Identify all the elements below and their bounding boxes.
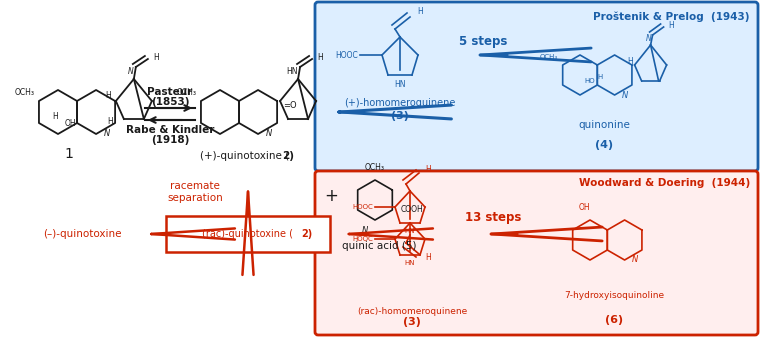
Text: N: N (266, 130, 272, 138)
Text: HO: HO (584, 78, 595, 84)
Text: quinic acid (5): quinic acid (5) (342, 241, 416, 251)
Text: (+)-homomeroquinene: (+)-homomeroquinene (344, 98, 456, 108)
Text: Woodward & Doering  (1944): Woodward & Doering (1944) (579, 178, 750, 188)
Text: HN: HN (405, 228, 415, 234)
Text: H: H (627, 57, 633, 67)
FancyBboxPatch shape (315, 171, 758, 335)
Text: N: N (128, 67, 134, 76)
Text: (3): (3) (403, 317, 421, 327)
Text: Proštenik & Prelog  (1943): Proštenik & Prelog (1943) (594, 12, 750, 22)
Text: HN: HN (286, 67, 298, 76)
Text: 2): 2) (282, 151, 294, 161)
Text: 2): 2) (301, 229, 313, 239)
Text: N: N (621, 90, 628, 100)
Text: N: N (631, 255, 638, 265)
Text: 13 steps: 13 steps (465, 211, 521, 224)
Text: H: H (597, 74, 603, 80)
Text: (4): (4) (595, 140, 613, 150)
Text: (1853): (1853) (151, 97, 189, 107)
Text: H: H (52, 112, 57, 121)
Text: COOH: COOH (401, 205, 424, 215)
Text: OCH₃: OCH₃ (15, 88, 35, 97)
Text: N: N (362, 226, 368, 235)
Text: Rabe & Kindler: Rabe & Kindler (125, 125, 214, 135)
Text: H: H (417, 6, 423, 16)
Text: H: H (669, 20, 675, 30)
Text: (rac)-quinotoxine (: (rac)-quinotoxine ( (203, 229, 294, 239)
FancyBboxPatch shape (166, 216, 330, 252)
Text: 7-hydroxyisoquinoline: 7-hydroxyisoquinoline (564, 291, 664, 301)
Text: Pasteur: Pasteur (148, 87, 193, 97)
Text: OH: OH (64, 119, 76, 128)
Text: H: H (425, 253, 431, 261)
Text: (6): (6) (605, 315, 623, 325)
FancyBboxPatch shape (315, 2, 758, 171)
Text: +: + (324, 187, 338, 205)
Text: 1: 1 (64, 147, 73, 161)
Text: OCH₃: OCH₃ (177, 88, 197, 97)
Text: 5 steps: 5 steps (459, 35, 507, 49)
Text: HN: HN (405, 260, 415, 266)
Text: H: H (105, 91, 111, 101)
Text: racemate
separation: racemate separation (167, 181, 223, 203)
Text: N: N (646, 34, 652, 43)
Text: (3): (3) (391, 111, 409, 121)
Text: quinonine: quinonine (578, 120, 630, 130)
Text: OCH₃: OCH₃ (365, 163, 385, 172)
Text: H: H (425, 166, 431, 174)
Text: (–)-quinotoxine: (–)-quinotoxine (43, 229, 121, 239)
Text: =O: =O (283, 101, 297, 110)
Text: HOOC: HOOC (352, 236, 373, 242)
Text: (1918): (1918) (151, 135, 189, 145)
Text: H: H (153, 52, 158, 62)
Text: H: H (107, 117, 113, 125)
Text: HN: HN (394, 80, 405, 89)
Text: (rac)-homomeroquinene: (rac)-homomeroquinene (357, 307, 467, 317)
Text: OCH₃: OCH₃ (540, 54, 558, 60)
Text: (+)-quinotoxine (: (+)-quinotoxine ( (200, 151, 290, 161)
Text: HOOC: HOOC (352, 204, 373, 210)
Text: H: H (317, 52, 323, 62)
Text: N: N (104, 130, 110, 138)
Text: HOOC: HOOC (335, 51, 358, 59)
Text: OH: OH (578, 203, 590, 212)
